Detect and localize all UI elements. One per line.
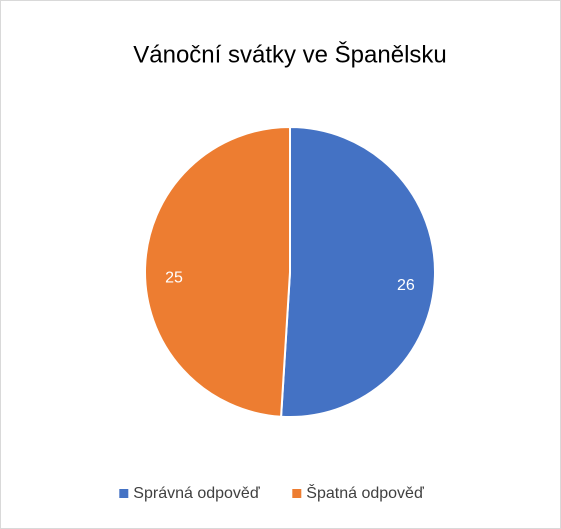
chart-title: Vánoční svátky ve Španělsku <box>133 40 447 68</box>
legend-swatch <box>119 489 129 498</box>
legend-label: Správná odpověď <box>133 485 260 502</box>
pie-slice <box>280 125 436 418</box>
legend-label: Špatná odpověď <box>306 483 424 502</box>
data-label: 26 <box>397 277 415 294</box>
legend-swatch <box>292 489 302 498</box>
data-label: 25 <box>165 270 183 287</box>
pie-slice <box>144 125 291 418</box>
